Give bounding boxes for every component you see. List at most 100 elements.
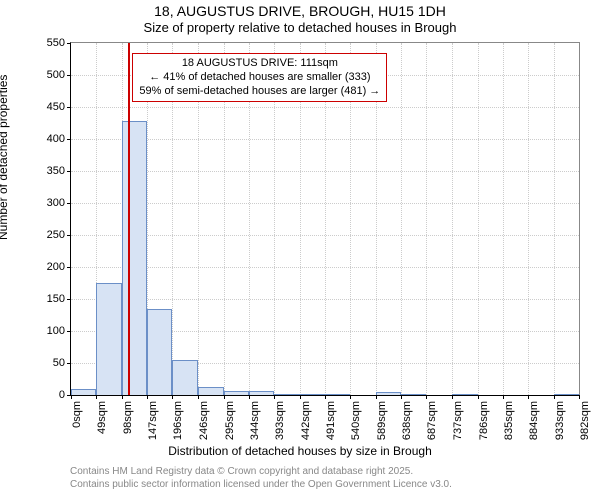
chart-title-block: 18, AUGUSTUS DRIVE, BROUGH, HU15 1DH Siz… [0, 3, 600, 35]
x-tick-label: 884sqm [528, 401, 540, 440]
x-tick-mark [401, 395, 402, 399]
x-tick-label: 98sqm [122, 401, 134, 434]
chart-footer: Contains HM Land Registry data © Crown c… [70, 466, 452, 491]
gridline-v [503, 43, 504, 395]
y-tick-mark [67, 235, 71, 236]
chart-title: 18, AUGUSTUS DRIVE, BROUGH, HU15 1DH [0, 3, 600, 19]
histogram-bar [401, 394, 426, 395]
y-tick-label: 450 [47, 101, 65, 113]
x-tick-label: 491sqm [325, 401, 337, 440]
x-tick-label: 0sqm [71, 401, 83, 428]
x-tick-label: 344sqm [249, 401, 261, 440]
x-tick-label: 246sqm [198, 401, 210, 440]
x-tick-mark [350, 395, 351, 399]
histogram-bar [376, 392, 401, 395]
x-tick-mark [96, 395, 97, 399]
x-tick-label: 393sqm [274, 401, 286, 440]
y-tick-label: 200 [47, 261, 65, 273]
x-tick-label: 147sqm [147, 401, 159, 440]
gridline-v [426, 43, 427, 395]
x-tick-label: 933sqm [554, 401, 566, 440]
gridline-v [528, 43, 529, 395]
x-tick-mark [122, 395, 123, 399]
callout-line: ← 41% of detached houses are smaller (33… [139, 71, 380, 85]
x-tick-label: 589sqm [376, 401, 388, 440]
x-tick-mark [426, 395, 427, 399]
x-tick-label: 442sqm [300, 401, 312, 440]
histogram-bar [122, 121, 147, 395]
x-tick-label: 196sqm [172, 401, 184, 440]
x-tick-mark [452, 395, 453, 399]
y-axis-label: Number of detached properties [0, 75, 10, 240]
x-tick-mark [198, 395, 199, 399]
y-tick-mark [67, 363, 71, 364]
y-tick-label: 100 [47, 325, 65, 337]
y-tick-mark [67, 75, 71, 76]
x-tick-label: 49sqm [96, 401, 108, 434]
y-tick-label: 350 [47, 165, 65, 177]
x-tick-mark [579, 395, 580, 399]
y-tick-mark [67, 267, 71, 268]
y-tick-mark [67, 331, 71, 332]
x-tick-mark [300, 395, 301, 399]
chart-subtitle: Size of property relative to detached ho… [0, 20, 600, 35]
x-tick-label: 295sqm [224, 401, 236, 440]
footer-line: Contains HM Land Registry data © Crown c… [70, 466, 452, 479]
x-tick-mark [503, 395, 504, 399]
y-tick-label: 500 [47, 69, 65, 81]
chart-container: { "title_line1": "18, AUGUSTUS DRIVE, BR… [0, 0, 600, 500]
histogram-bar [452, 394, 477, 395]
y-tick-mark [67, 139, 71, 140]
gridline-v [554, 43, 555, 395]
callout-line: 18 AUGUSTUS DRIVE: 111sqm [139, 57, 380, 71]
x-tick-mark [147, 395, 148, 399]
histogram-bar [147, 309, 172, 395]
histogram-bar [198, 387, 223, 395]
y-tick-label: 150 [47, 293, 65, 305]
x-tick-mark [554, 395, 555, 399]
histogram-bar [71, 389, 96, 395]
x-tick-mark [224, 395, 225, 399]
x-tick-mark [325, 395, 326, 399]
histogram-bar [224, 391, 249, 395]
y-tick-mark [67, 107, 71, 108]
histogram-bar [172, 360, 198, 395]
x-tick-mark [274, 395, 275, 399]
y-tick-label: 0 [59, 389, 65, 401]
y-tick-label: 400 [47, 133, 65, 145]
gridline-v [401, 43, 402, 395]
x-tick-label: 835sqm [503, 401, 515, 440]
x-tick-mark [172, 395, 173, 399]
y-tick-label: 300 [47, 197, 65, 209]
callout-box: 18 AUGUSTUS DRIVE: 111sqm← 41% of detach… [132, 53, 387, 102]
histogram-bar [96, 283, 121, 395]
x-tick-mark [478, 395, 479, 399]
y-tick-mark [67, 203, 71, 204]
y-tick-mark [67, 171, 71, 172]
x-tick-mark [71, 395, 72, 399]
x-tick-mark [376, 395, 377, 399]
x-tick-label: 737sqm [452, 401, 464, 440]
y-tick-mark [67, 299, 71, 300]
plot-area: 0501001502002503003504004505005500sqm49s… [70, 42, 580, 396]
y-tick-mark [67, 43, 71, 44]
x-tick-mark [528, 395, 529, 399]
x-tick-label: 786sqm [478, 401, 490, 440]
y-tick-label: 50 [53, 357, 65, 369]
marker-line [128, 43, 130, 395]
x-tick-label: 687sqm [426, 401, 438, 440]
y-tick-label: 250 [47, 229, 65, 241]
histogram-bar [274, 394, 299, 395]
x-tick-mark [249, 395, 250, 399]
x-tick-label: 638sqm [401, 401, 413, 440]
x-tick-label: 982sqm [579, 401, 591, 440]
callout-line: 59% of semi-detached houses are larger (… [139, 85, 380, 99]
gridline-v [452, 43, 453, 395]
gridline-v [478, 43, 479, 395]
footer-line: Contains public sector information licen… [70, 479, 452, 492]
histogram-bar [249, 391, 274, 395]
x-axis-label: Distribution of detached houses by size … [0, 444, 600, 458]
y-tick-label: 550 [47, 37, 65, 49]
histogram-bar [554, 394, 579, 395]
histogram-bar [300, 394, 325, 395]
